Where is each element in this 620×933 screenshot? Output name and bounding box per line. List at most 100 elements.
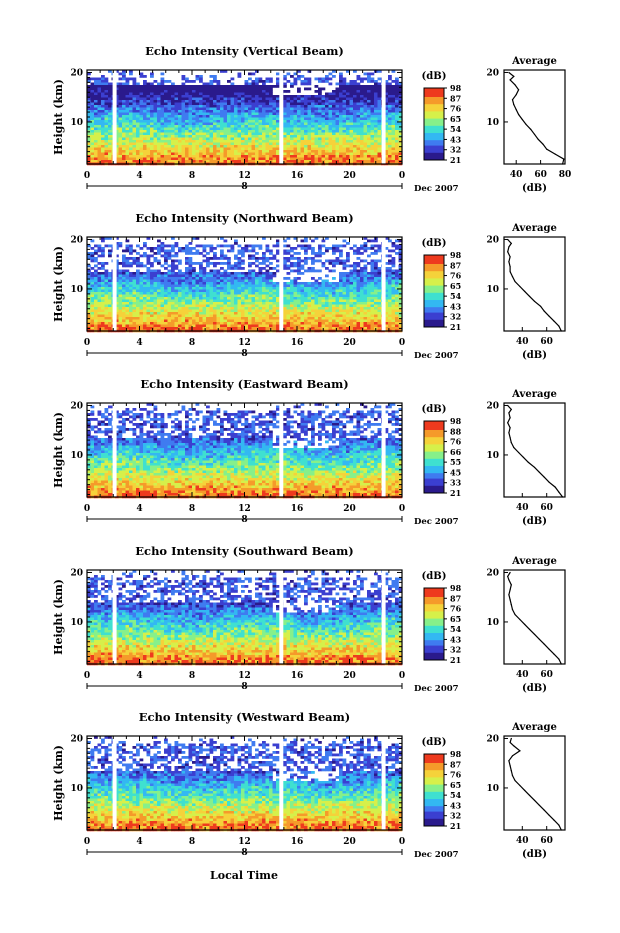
- panel-title: Echo Intensity (Northward Beam): [135, 211, 353, 225]
- heatmap-cell: [157, 93, 161, 96]
- heatmap-cell: [175, 272, 179, 275]
- heatmap-cell: [178, 158, 182, 161]
- heatmap-cell: [287, 118, 291, 121]
- heatmap-cell: [255, 257, 259, 260]
- heatmap-cell: [213, 302, 217, 305]
- heatmap-cell: [164, 320, 168, 323]
- heatmap-cell: [140, 285, 144, 288]
- heatmap-cell: [311, 108, 315, 111]
- heatmap-cell: [287, 130, 291, 133]
- heatmap-cell: [231, 145, 235, 148]
- heatmap-cell: [192, 123, 196, 126]
- heatmap-cell: [136, 113, 140, 116]
- heatmap-cell: [98, 80, 102, 83]
- heatmap-cell: [101, 128, 105, 131]
- heatmap-cell: [185, 320, 189, 323]
- heatmap-cell: [91, 290, 95, 293]
- heatmap-cell: [129, 327, 133, 330]
- heatmap-cell: [318, 110, 322, 113]
- heatmap-cell: [150, 262, 154, 265]
- heatmap-cell: [154, 282, 158, 285]
- heatmap-cell: [196, 245, 200, 248]
- heatmap-cell: [101, 322, 105, 325]
- heatmap-cell: [339, 115, 343, 118]
- heatmap-cell: [210, 325, 214, 328]
- heatmap-cell: [192, 145, 196, 148]
- heatmap-cell: [252, 138, 256, 141]
- heatmap-cell: [220, 315, 224, 318]
- heatmap-cell: [192, 125, 196, 128]
- heatmap-cell: [350, 83, 354, 86]
- heatmap-cell: [304, 110, 308, 113]
- heatmap-cell: [287, 98, 291, 101]
- heatmap-cell: [199, 305, 203, 308]
- heatmap-cell: [259, 153, 263, 156]
- heatmap-cell: [388, 88, 392, 91]
- heatmap-cell: [206, 305, 210, 308]
- heatmap-cell: [269, 322, 273, 325]
- heatmap-cell: [346, 110, 350, 113]
- heatmap-cell: [122, 138, 126, 141]
- heatmap-cell: [220, 310, 224, 313]
- heatmap-cell: [241, 100, 245, 103]
- heatmap-cell: [336, 115, 340, 118]
- heatmap-cell: [259, 297, 263, 300]
- heatmap-cell: [126, 145, 130, 148]
- heatmap-cell: [147, 155, 151, 158]
- heatmap-cell: [231, 322, 235, 325]
- heatmap-cell: [350, 118, 354, 121]
- heatmap-cell: [129, 118, 133, 121]
- heatmap-cell: [189, 93, 193, 96]
- heatmap-cell: [241, 133, 245, 136]
- heatmap-cell: [122, 100, 126, 103]
- heatmap-cell: [238, 282, 242, 285]
- heatmap-cell: [339, 123, 343, 126]
- heatmap-cell: [101, 280, 105, 283]
- heatmap-cell: [388, 108, 392, 111]
- heatmap-cell: [374, 88, 378, 91]
- heatmap-cell: [336, 155, 340, 158]
- heatmap-cell: [395, 90, 399, 93]
- data-gap: [113, 70, 117, 164]
- heatmap-cell: [276, 80, 280, 83]
- heatmap-cell: [171, 297, 175, 300]
- heatmap-cell: [210, 93, 214, 96]
- heatmap-cell: [262, 257, 266, 260]
- x-tick-label: 12: [238, 171, 251, 181]
- heatmap-cell: [101, 307, 105, 310]
- heatmap-cell: [133, 257, 137, 260]
- heatmap-cell: [91, 295, 95, 298]
- heatmap-cell: [182, 280, 186, 283]
- heatmap-cell: [220, 138, 224, 141]
- heatmap-cell: [227, 275, 231, 278]
- heatmap-cell: [378, 155, 382, 158]
- heatmap-cell: [266, 138, 270, 141]
- heatmap-cell: [101, 325, 105, 328]
- heatmap-cell: [182, 133, 186, 136]
- heatmap-cell: [175, 290, 179, 293]
- heatmap-cell: [364, 143, 368, 146]
- heatmap-cell: [175, 113, 179, 116]
- heatmap-cell: [234, 310, 238, 313]
- heatmap-cell: [101, 295, 105, 298]
- heatmap-cell: [122, 280, 126, 283]
- heatmap-cell: [248, 93, 252, 96]
- heatmap-cell: [122, 297, 126, 300]
- heatmap-cell: [178, 155, 182, 158]
- heatmap-cell: [304, 100, 308, 103]
- heatmap-cell: [192, 160, 196, 163]
- heatmap-cell: [133, 285, 137, 288]
- heatmap-cell: [196, 272, 200, 275]
- heatmap-cell: [273, 255, 277, 258]
- heatmap-cell: [206, 148, 210, 151]
- heatmap-cell: [175, 155, 179, 158]
- heatmap-cell: [140, 108, 144, 111]
- heatmap-cell: [192, 310, 196, 313]
- heatmap-cell: [266, 113, 270, 116]
- heatmap-cell: [241, 110, 245, 113]
- heatmap-cell: [276, 115, 280, 118]
- heatmap-cell: [185, 143, 189, 146]
- heatmap-cell: [234, 302, 238, 305]
- heatmap-cell: [91, 123, 95, 126]
- heatmap-cell: [318, 105, 322, 108]
